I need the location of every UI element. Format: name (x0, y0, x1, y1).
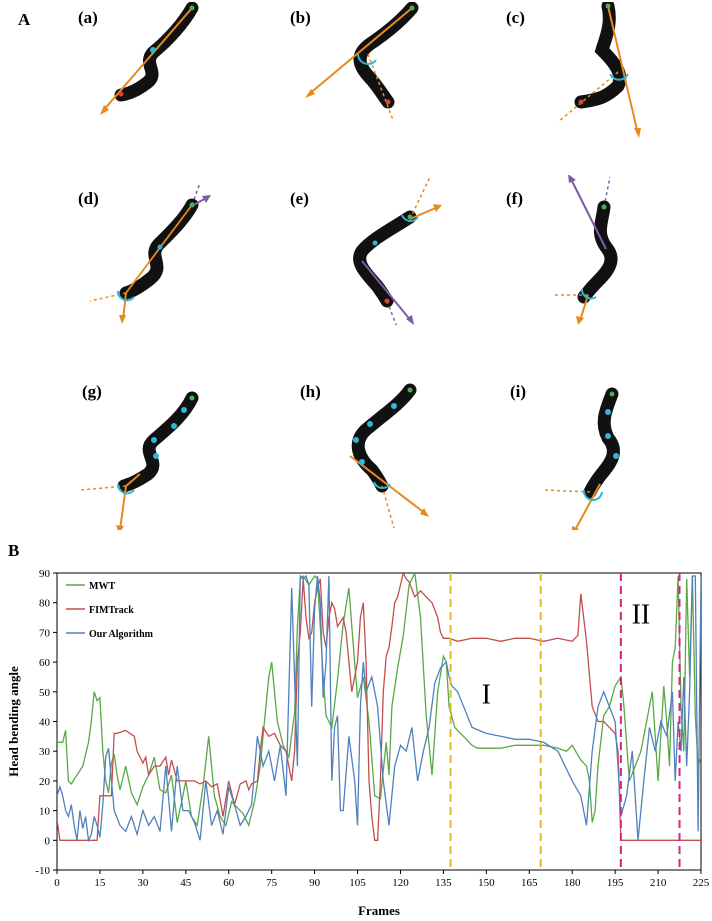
worm-panel-i: (i) (506, 380, 706, 530)
region-label: I (482, 680, 491, 711)
x-tick-label: 120 (392, 877, 409, 889)
x-tick-label: 45 (180, 877, 192, 889)
x-tick-label: 225 (693, 877, 710, 889)
worm-figure (305, 2, 419, 121)
worm-panel-h: (h) (290, 380, 490, 530)
x-tick-label: 0 (54, 877, 60, 889)
worm-figure (353, 176, 442, 325)
subpanel-label: (h) (300, 382, 321, 401)
x-tick-label: 150 (478, 877, 495, 889)
subpanel-label: (b) (290, 8, 311, 27)
worm-panel-e: (e) (290, 175, 490, 325)
subpanel-label: (f) (506, 189, 523, 208)
y-tick-label: 30 (39, 746, 51, 758)
x-tick-label: 90 (309, 877, 321, 889)
y-tick-label: 10 (39, 806, 51, 818)
x-tick-label: 30 (137, 877, 149, 889)
subpanel-label: (g) (82, 382, 102, 401)
subpanel-label: (i) (510, 382, 527, 401)
worm-figure (89, 182, 211, 324)
subpanel-label: (e) (290, 189, 309, 208)
subpanel-label: (a) (78, 8, 98, 27)
y-tick-label: 70 (39, 627, 51, 639)
x-tick-label: 135 (435, 877, 452, 889)
worm-figure (554, 175, 618, 325)
worm-panel-b: (b) (290, 2, 490, 152)
y-tick-label: -10 (35, 865, 50, 877)
y-tick-label: 90 (39, 568, 51, 580)
y-tick-label: 80 (39, 598, 51, 610)
y-tick-label: 0 (45, 835, 51, 847)
subpanel-label: (d) (78, 189, 99, 208)
legend-label: MWT (89, 581, 115, 592)
y-tick-label: 50 (39, 687, 51, 699)
worm-figure (349, 383, 429, 529)
x-tick-label: 180 (564, 877, 581, 889)
worm-figure (543, 387, 620, 530)
x-axis-label: Frames (358, 903, 400, 918)
y-tick-label: 60 (39, 657, 51, 669)
y-axis-label: Head bending angle (6, 666, 21, 777)
x-tick-label: 15 (94, 877, 106, 889)
y-tick-label: 20 (39, 776, 51, 788)
series-line-fimtrack (57, 573, 701, 841)
series-line-our-algorithm (57, 574, 701, 843)
subpanel-label: (c) (506, 8, 525, 27)
worm-panel-g: (g) (78, 380, 278, 530)
panel-b-label: B (8, 541, 20, 560)
legend-label: FIMTrack (89, 605, 134, 616)
x-tick-label: 210 (650, 877, 667, 889)
region-label: II (632, 599, 651, 630)
panel-a-label: A (18, 10, 31, 29)
series-line-mwt (57, 573, 701, 828)
x-tick-label: 75 (266, 877, 278, 889)
head-bending-angle-chart: 0 15 30 45 60 75 90 105 120 135 150 165 180 195 210 225… (6, 568, 710, 918)
x-tick-label: 165 (521, 877, 538, 889)
legend-label: Our Algorithm (89, 629, 154, 640)
worm-figure (100, 2, 199, 115)
x-tick-label: 60 (223, 877, 235, 889)
worm-figure (79, 391, 199, 530)
x-tick-label: 195 (607, 877, 624, 889)
worm-panel-c: (c) (506, 2, 706, 152)
worm-panel-f: (f) (506, 175, 706, 325)
worm-panel-d: (d) (78, 175, 278, 325)
worm-figure (557, 2, 641, 138)
y-tick-label: 40 (39, 717, 51, 729)
x-tick-label: 105 (349, 877, 366, 889)
worm-panel-a: (a) (78, 2, 278, 152)
